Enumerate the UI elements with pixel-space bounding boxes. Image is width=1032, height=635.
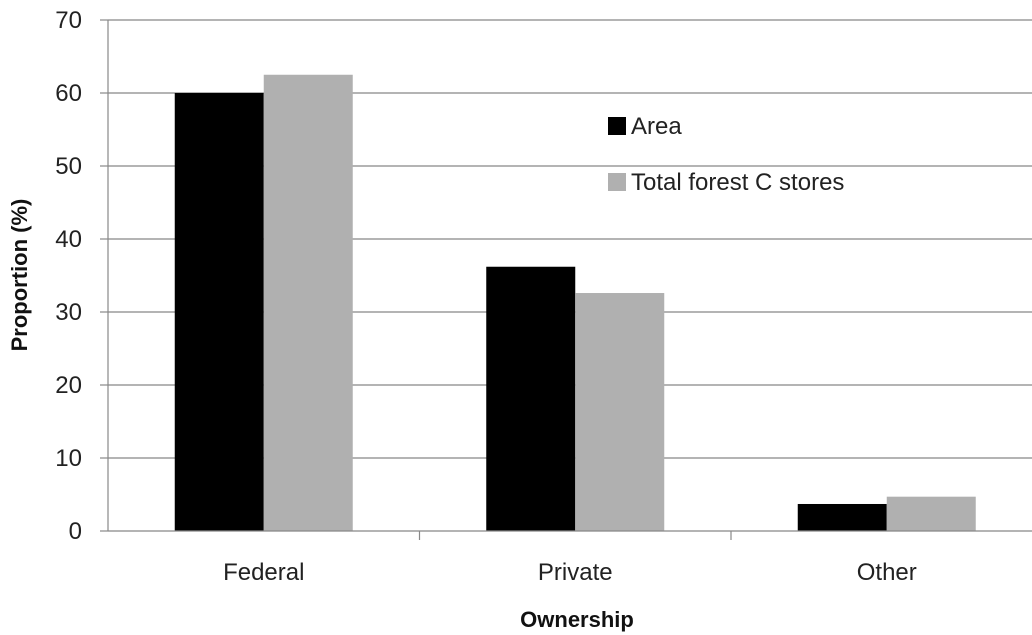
y-tick-labels: 0 10 20 30 40 50 60 70 <box>55 7 82 545</box>
bar-area-federal <box>174 93 264 531</box>
legend-swatch <box>608 117 626 135</box>
y-tick-label: 10 <box>55 445 82 472</box>
axes <box>100 19 1032 540</box>
bar-area-private <box>486 266 576 531</box>
bar-total-forest-c-stores-private <box>575 293 665 531</box>
y-tick-label: 60 <box>55 80 82 107</box>
y-tick-label: 40 <box>55 226 82 253</box>
y-tick-label: 20 <box>55 372 82 399</box>
x-tick-label: Other <box>857 559 917 586</box>
legend-label: Area <box>631 113 682 140</box>
y-axis-title: Proportion (%) <box>7 199 32 352</box>
y-tick-label: 50 <box>55 153 82 180</box>
bars <box>174 74 976 531</box>
x-axis-title: Ownership <box>520 607 634 632</box>
legend-label: Total forest C stores <box>631 169 844 196</box>
y-tick-label: 0 <box>69 518 82 545</box>
legend-swatch <box>608 173 626 191</box>
x-tick-labels: Federal Private Other <box>223 559 917 586</box>
bar-total-forest-c-stores-other <box>886 496 976 531</box>
x-tick-label: Federal <box>223 559 304 586</box>
legend: Area Total forest C stores <box>608 113 844 196</box>
x-tick-label: Private <box>538 559 613 586</box>
bar-total-forest-c-stores-federal <box>263 74 353 531</box>
bar-area-other <box>797 503 887 531</box>
y-tick-label: 70 <box>55 7 82 34</box>
y-tick-label: 30 <box>55 299 82 326</box>
